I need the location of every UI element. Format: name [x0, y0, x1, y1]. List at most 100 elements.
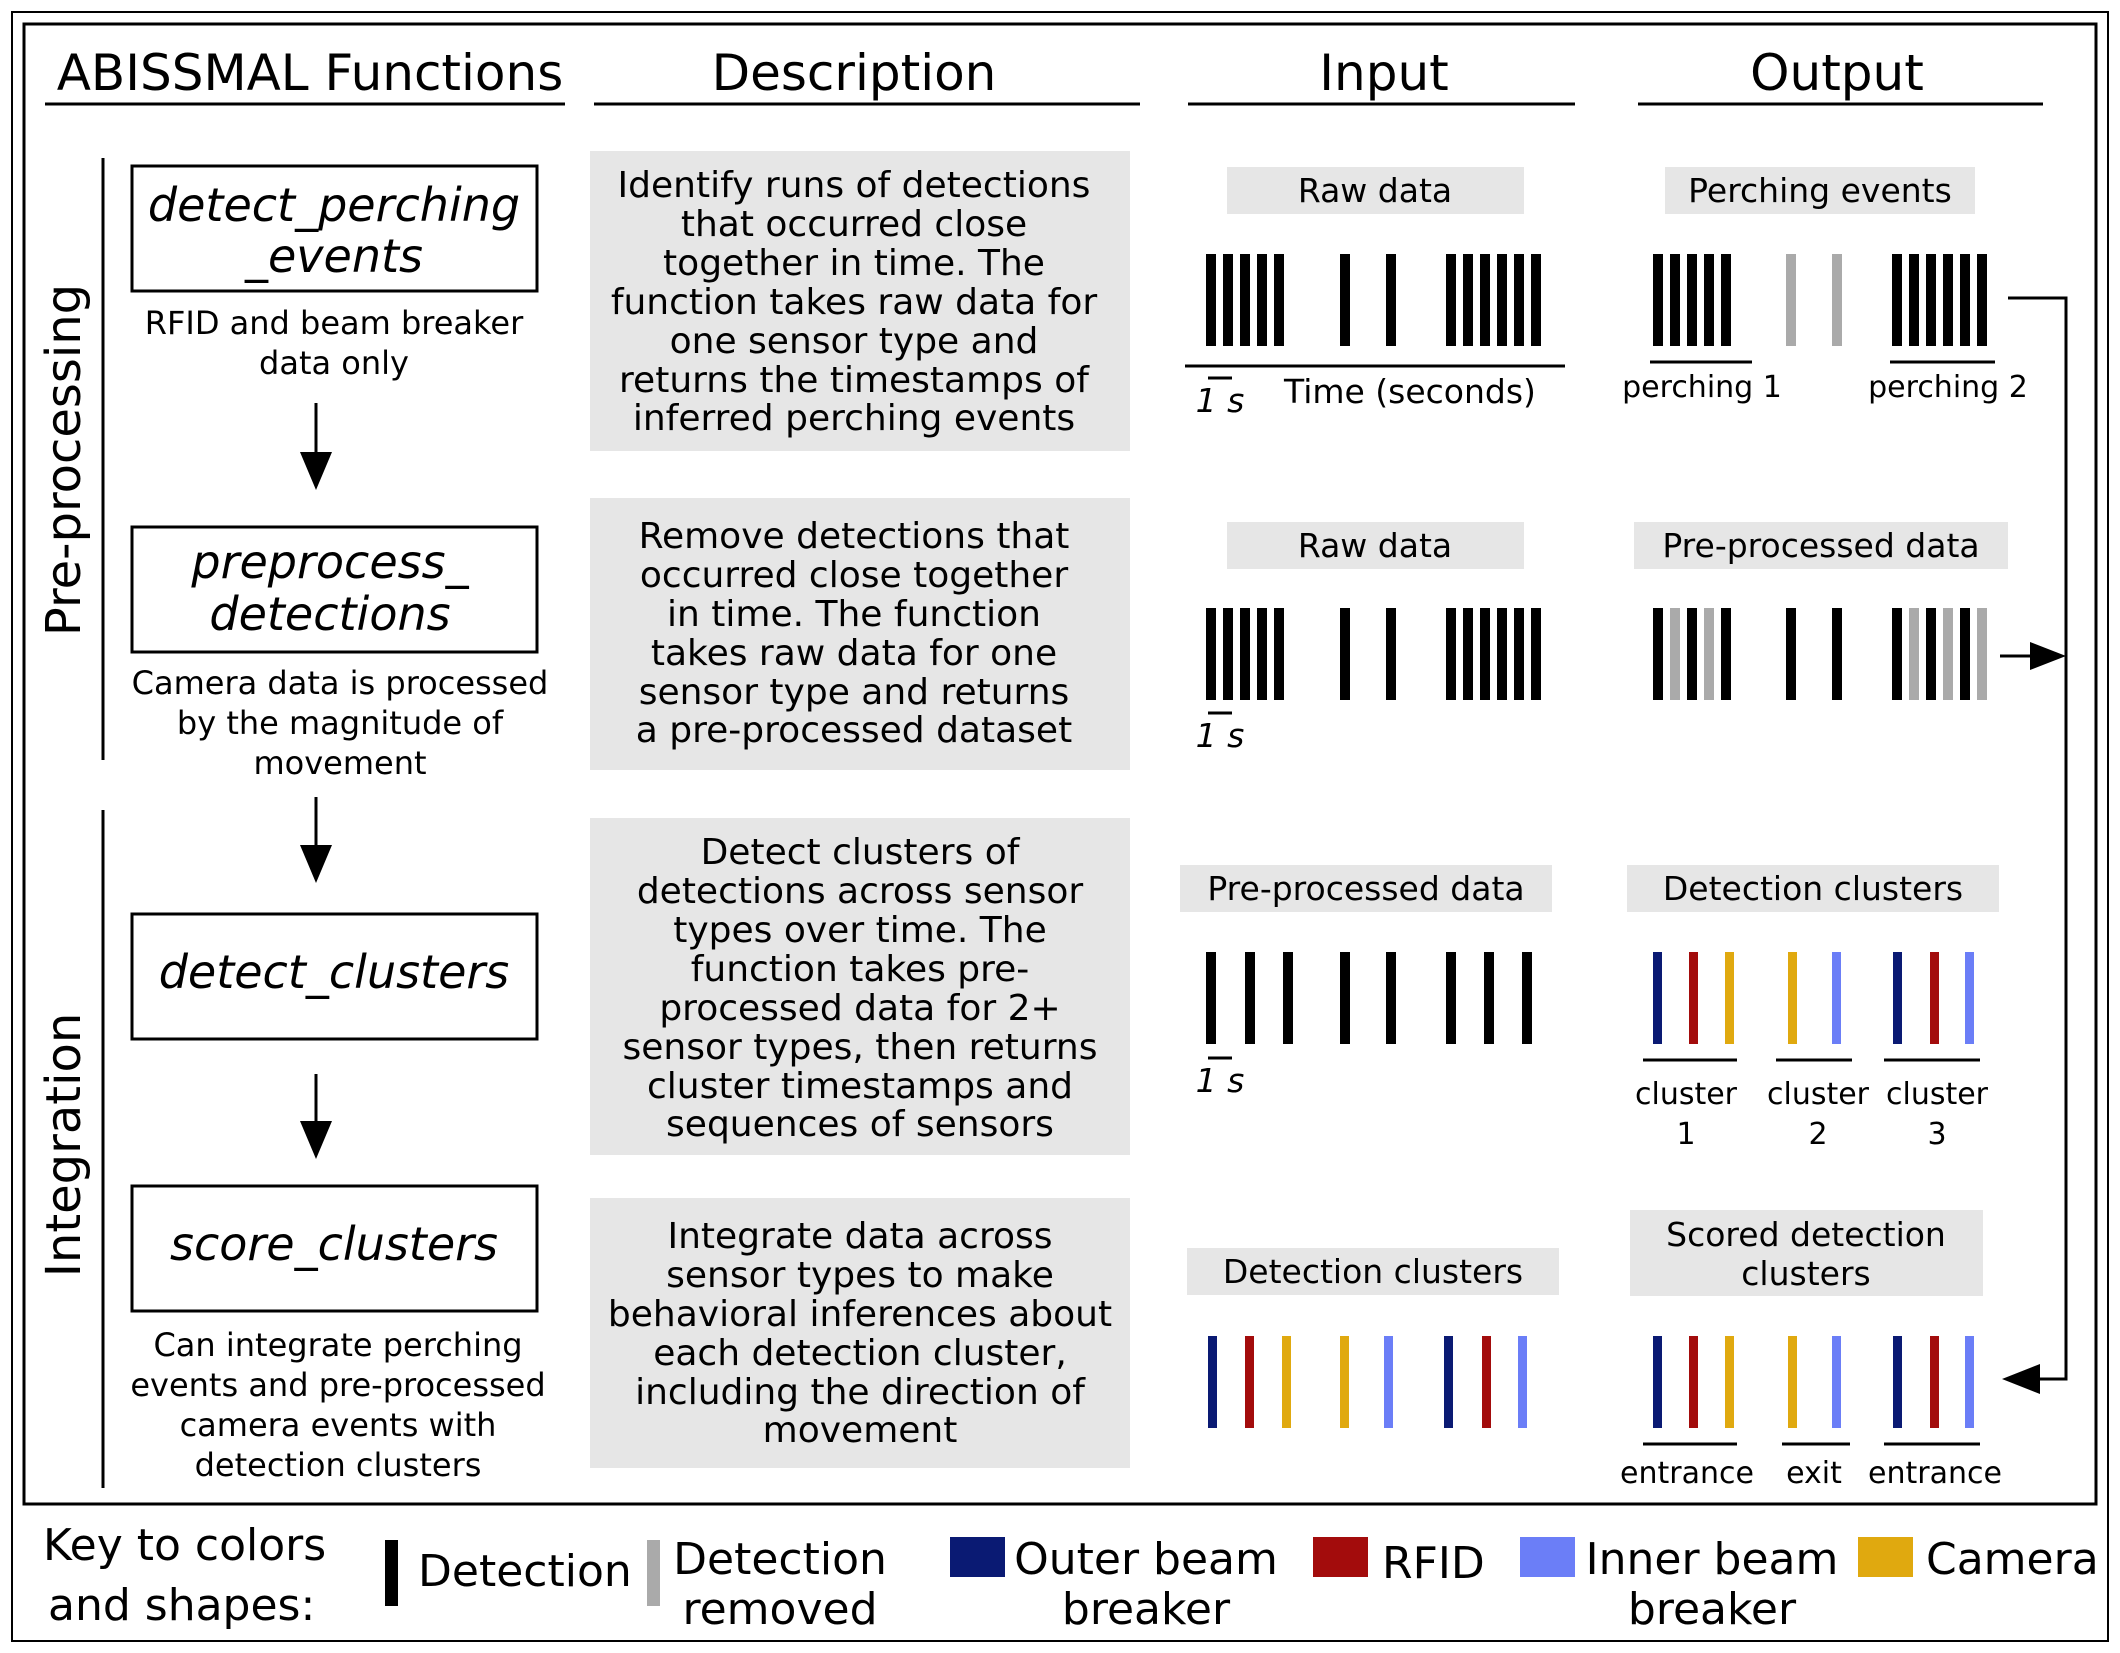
detection-bar: [1909, 254, 1919, 346]
header-description: Description: [712, 44, 997, 102]
detection-bar: [1670, 254, 1680, 346]
removed-bar: [1943, 608, 1953, 700]
sensor-bar: [1832, 1336, 1841, 1428]
description-line: sensor types to make: [666, 1255, 1054, 1296]
description-line: a pre-processed dataset: [636, 710, 1072, 751]
scale-bar: 1 s: [1196, 711, 1245, 755]
detection-bar: [1257, 254, 1267, 346]
sensor-bar: [1444, 1336, 1453, 1428]
detection-bar: [1340, 952, 1350, 1044]
label-box: [1627, 865, 1999, 912]
description-line: one sensor type and: [670, 321, 1039, 362]
down-arrow-icon: [300, 403, 332, 490]
description-line: each detection cluster,: [653, 1333, 1067, 1374]
detection-bar: [1832, 608, 1842, 700]
key-swatch-inner-beam: [1520, 1537, 1575, 1577]
scale-bar: 1 s: [1196, 1056, 1244, 1100]
sensor-bar: [1893, 952, 1902, 1044]
detection-bar: [1446, 254, 1456, 346]
sensor-bar: [1482, 1336, 1491, 1428]
detection-bar: [1480, 608, 1490, 700]
sensor-bar: [1282, 1336, 1291, 1428]
function-name: detections: [209, 587, 450, 641]
function-name: detect_clusters: [159, 945, 510, 999]
group-label: perching 2: [1868, 370, 2028, 405]
removed-bar: [1977, 608, 1987, 700]
description-line: including the direction of: [635, 1372, 1086, 1413]
function-name: detect_perching: [148, 178, 520, 232]
function-box-detect-perching-events: [130, 164, 539, 293]
header-functions: ABISSMAL Functions: [57, 44, 564, 102]
key-label: RFID: [1382, 1538, 1485, 1589]
detection-bar: [1240, 608, 1250, 700]
detection-bar: [1240, 254, 1250, 346]
detection-bar: [1274, 608, 1284, 700]
section-preprocessing: Pre-processing: [36, 284, 92, 636]
detection-bar: [1943, 254, 1953, 346]
key-label: Detection: [673, 1534, 887, 1585]
input-label: Detection clusters: [1223, 1252, 1523, 1291]
group-label: cluster: [1886, 1077, 1989, 1112]
removed-bar: [1704, 608, 1714, 700]
group-label: 3: [1927, 1117, 1946, 1152]
function-note: camera events with: [180, 1406, 497, 1444]
output-label: Scored detection: [1666, 1215, 1946, 1254]
function-name: score_clusters: [170, 1217, 498, 1271]
detection-bar: [1653, 254, 1663, 346]
detection-bar: [1960, 254, 1970, 346]
detection-bar: [1926, 608, 1936, 700]
detection-bar: [1497, 254, 1507, 346]
detection-bar: [1446, 608, 1456, 700]
sensor-bar: [1725, 952, 1734, 1044]
svg-text:1 s: 1 s: [1196, 716, 1245, 755]
axis-label: Time (seconds): [1283, 372, 1536, 411]
outer-frame: [11, 11, 2109, 1642]
group-label: exit: [1786, 1456, 1842, 1491]
sensor-bar: [1689, 1336, 1698, 1428]
detection-bar: [1386, 254, 1396, 346]
description-line: sensor types, then returns: [623, 1027, 1098, 1068]
description-line: inferred perching events: [633, 398, 1075, 439]
group-label: cluster: [1635, 1077, 1738, 1112]
detection-bar: [1653, 608, 1663, 700]
detection-bar: [1704, 254, 1714, 346]
key-title: and shapes:: [48, 1580, 315, 1631]
sensor-bar: [1653, 1336, 1662, 1428]
detection-bar: [1206, 254, 1216, 346]
key-label: breaker: [1062, 1584, 1231, 1635]
key-swatch-rfid: [1313, 1537, 1368, 1577]
description-line: cluster timestamps and: [647, 1066, 1073, 1107]
sensor-bar: [1384, 1336, 1393, 1428]
detection-bar: [1531, 254, 1541, 346]
sensor-bar: [1653, 952, 1662, 1044]
function-note: data only: [259, 344, 409, 382]
function-note: Can integrate perching: [153, 1326, 522, 1364]
function-note: RFID and beam breaker: [145, 304, 524, 342]
label-box: [1665, 167, 1975, 214]
description-box: [590, 498, 1130, 770]
detection-bar: [1223, 608, 1233, 700]
detection-bar: [1926, 254, 1936, 346]
detection-bar: [1687, 608, 1697, 700]
description-line: behavioral inferences about: [608, 1294, 1112, 1335]
detection-bar: [1386, 952, 1396, 1044]
description-line: detections across sensor: [637, 871, 1084, 912]
key-label: Detection: [418, 1546, 632, 1597]
description-line: in time. The function: [667, 594, 1041, 635]
detection-bar: [1721, 608, 1731, 700]
sensor-bar: [1340, 1336, 1349, 1428]
detection-bar: [1223, 254, 1233, 346]
key-swatch-detection: [385, 1540, 398, 1606]
sensor-bar: [1518, 1336, 1527, 1428]
label-box: [1180, 865, 1552, 912]
detection-bar: [1340, 254, 1350, 346]
detection-bars: [1206, 254, 1987, 1428]
detection-bar: [1274, 254, 1284, 346]
description-line: that occurred close: [681, 204, 1027, 245]
function-name: preprocess_: [190, 535, 469, 589]
key-title: Key to colors: [43, 1520, 326, 1571]
detection-bar: [1446, 952, 1456, 1044]
detection-bar: [1386, 608, 1396, 700]
description-line: Integrate data across: [667, 1216, 1052, 1257]
